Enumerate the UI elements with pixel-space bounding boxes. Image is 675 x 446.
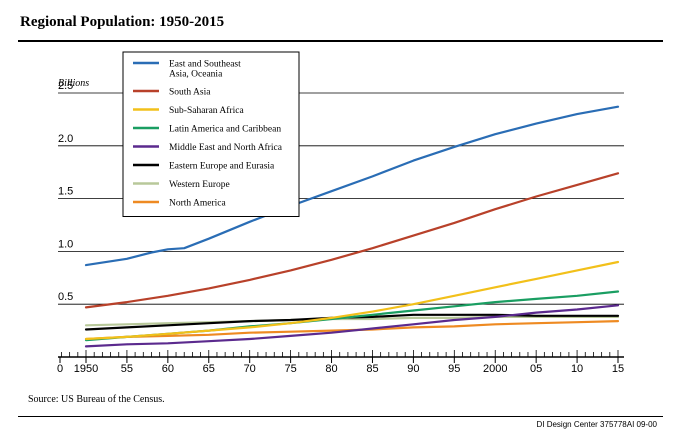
series-line-middle-east-and-north-africa [84,304,620,348]
x-tick-label-55: 55 [121,363,133,375]
x-tick-label-80: 80 [325,363,337,375]
x-tick-label-60: 60 [162,363,174,375]
y-axis-unit-label: Billions [58,78,89,89]
y-tick-label-1.5: 1.5 [58,186,73,198]
legend-label-north-america: North America [169,199,227,209]
legend-label-eastern-europe-and-eurasia: Eastern Europe and Eurasia [169,162,275,172]
title-rule [18,40,663,42]
x-tick-label-05: 05 [530,363,542,375]
x-tick-label-1950: 1950 [74,363,98,375]
source-note: Source: US Bureau of the Census. [28,394,165,405]
legend-label-middle-east-and-north-africa: Middle East and North Africa [169,142,283,153]
legend-label-east-and-southeast-asia-oceania: East and Southeast [169,60,241,70]
x-tick-label-65: 65 [203,363,215,375]
y-tick-label-1.0: 1.0 [58,238,73,250]
x-tick-label-75: 75 [284,363,296,375]
x-tick-label-85: 85 [366,363,378,375]
y-tick-label-0.5: 0.5 [58,291,73,303]
design-credit: DI Design Center 375778AI 09-00 [536,420,657,429]
x-axis: 0 1950 55 60 65 70 75 80 85 90 95 2000 05 10 15 [57,350,624,375]
x-tick-label-origin: 0 [57,363,63,375]
x-tick-label-15: 15 [612,363,624,375]
chart-title: Regional Population: 1950-2015 [20,14,225,30]
legend-label-sub-saharan-africa: Sub-Saharan Africa [169,105,244,116]
x-tick-label-90: 90 [407,363,419,375]
x-tick-label-2000: 2000 [483,363,507,375]
legend-box [122,51,300,217]
series-line-south-asia [84,172,620,309]
y-tick-label-2.5: 2.5 [58,80,73,92]
series-lines [84,105,620,348]
legend-label-western-europe: Western Europe [169,180,230,190]
legend-label-east-and-southeast-asia-oceania: Asia, Oceania [169,70,223,80]
series-line-sub-saharan-africa [84,260,620,341]
x-tick-label-10: 10 [571,363,583,375]
legend-label-latin-america-and-caribbean: Latin America and Caribbean [169,125,281,135]
legend-label-south-asia: South Asia [169,88,211,98]
y-tick-label-2.0: 2.0 [58,133,73,145]
x-tick-label-70: 70 [244,363,256,375]
x-tick-label-95: 95 [448,363,460,375]
series-line-east-and-southeast-asia-oceania [84,105,620,267]
footer-rule [18,416,663,417]
series-line-western-europe [84,315,620,327]
